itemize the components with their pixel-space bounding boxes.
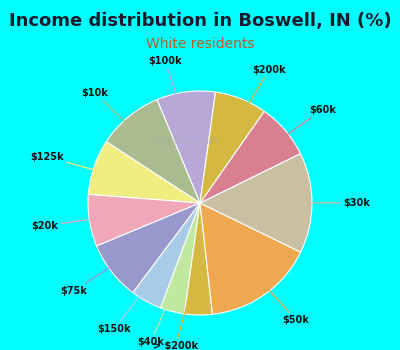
Text: $125k: $125k: [31, 152, 145, 184]
Wedge shape: [88, 142, 200, 203]
Text: $50k: $50k: [234, 251, 310, 325]
Text: $60k: $60k: [244, 105, 336, 165]
Text: $40k: $40k: [138, 259, 186, 347]
Wedge shape: [133, 203, 200, 308]
Text: White residents: White residents: [146, 37, 254, 51]
Wedge shape: [200, 92, 264, 203]
Text: City-Data.com: City-Data.com: [154, 137, 218, 146]
Text: $200k: $200k: [221, 65, 286, 149]
Text: $100k: $100k: [148, 56, 192, 145]
Wedge shape: [160, 203, 200, 314]
Text: > $200k: > $200k: [153, 261, 199, 350]
Text: $10k: $10k: [82, 88, 163, 158]
Wedge shape: [157, 91, 216, 203]
Text: $20k: $20k: [32, 212, 142, 231]
Wedge shape: [97, 203, 200, 293]
Text: Income distribution in Boswell, IN (%): Income distribution in Boswell, IN (%): [9, 12, 391, 30]
Wedge shape: [106, 100, 200, 203]
Wedge shape: [184, 203, 212, 315]
Wedge shape: [88, 194, 200, 246]
Wedge shape: [200, 154, 312, 252]
Text: $150k: $150k: [98, 254, 172, 334]
Text: $30k: $30k: [258, 198, 370, 208]
Wedge shape: [200, 203, 301, 314]
Wedge shape: [200, 111, 300, 203]
Text: $75k: $75k: [60, 239, 154, 296]
